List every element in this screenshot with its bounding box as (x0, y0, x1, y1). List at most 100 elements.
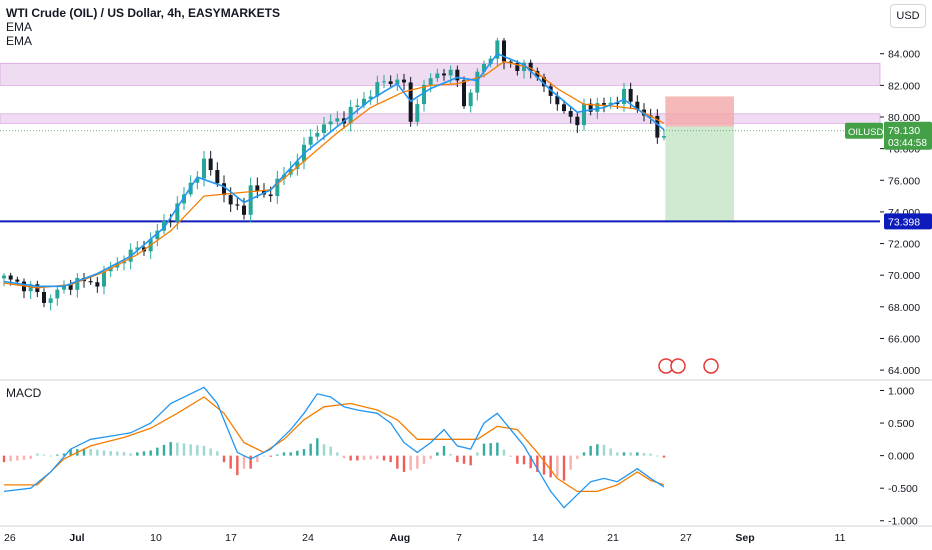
candle (202, 150, 206, 187)
candle-body (235, 204, 240, 206)
candle-body (295, 161, 300, 169)
candle-body (288, 168, 293, 175)
macd-histogram-bar (16, 455, 19, 461)
macd-histogram-bar (642, 453, 646, 456)
macd-histogram-bar (389, 455, 392, 463)
candle-body (55, 289, 60, 299)
candle-body (68, 284, 73, 290)
candle (155, 223, 160, 247)
candle-body (62, 284, 66, 290)
candle-body (8, 275, 13, 280)
macd-histogram-bar (176, 442, 179, 456)
candle (475, 68, 480, 101)
macd-histogram-bar (256, 455, 259, 463)
candle-body (195, 178, 200, 183)
candle-body (395, 79, 400, 84)
macd-histogram-bar (562, 455, 566, 481)
candle (482, 60, 486, 78)
macd-histogram-bar (296, 450, 299, 456)
ema-fast-line (3, 52, 665, 288)
macd-histogram-bar (436, 452, 439, 456)
macd-histogram-bar (529, 455, 532, 469)
macd-histogram-bar (616, 452, 619, 456)
macd-axis-label: 0.500 (888, 418, 914, 430)
macd-histogram-bar (102, 450, 106, 456)
candle-body (448, 69, 453, 76)
macd-histogram-bar (222, 455, 226, 463)
time-axis-label: 10 (150, 532, 162, 544)
macd-histogram-bar (482, 443, 486, 456)
macd-axis-label: -1.000 (888, 516, 918, 528)
candle-body (535, 71, 540, 78)
price-axis-label: 72.000 (888, 239, 920, 251)
macd-histogram-bar (289, 452, 292, 456)
candle (42, 288, 46, 308)
candle-body (575, 116, 580, 126)
macd-histogram-bar (469, 455, 472, 466)
candle (68, 280, 73, 296)
macd-histogram-bar (362, 455, 366, 460)
macd-histogram-bar (89, 449, 92, 456)
candle (382, 75, 386, 89)
price-axis-label: 66.000 (888, 333, 920, 345)
macd-histogram-bar (569, 455, 572, 470)
macd-histogram-bar (516, 455, 519, 464)
macd-histogram-bar (349, 455, 352, 461)
candle (195, 170, 200, 190)
stop-loss-zone (665, 96, 734, 127)
candle-body (415, 104, 420, 122)
candle (222, 175, 226, 203)
candle-body (515, 63, 520, 71)
macd-histogram-bar (429, 455, 432, 459)
macd-histogram-bar (116, 451, 119, 456)
macd-histogram-bar (369, 455, 372, 460)
candle-body (208, 158, 213, 171)
candle-body (155, 230, 160, 240)
candle (402, 73, 406, 91)
macd-histogram-bar (142, 451, 146, 456)
candle (2, 273, 6, 287)
resistance-zone-2 (0, 113, 881, 124)
candle-body (308, 136, 313, 145)
candle (242, 197, 246, 220)
candle (548, 82, 553, 104)
candle-body (548, 86, 553, 96)
candle (375, 75, 380, 105)
macd-indicator-label[interactable]: MACD (6, 386, 42, 400)
macd-histogram-bar (456, 455, 459, 463)
candle (588, 98, 593, 116)
candle (208, 150, 213, 176)
macd-axis-label: 0.000 (888, 451, 914, 463)
candle-body (102, 271, 106, 287)
candle-body (608, 102, 613, 105)
candle (608, 96, 613, 110)
candle-body (602, 103, 606, 105)
macd-histogram-bar (269, 455, 272, 457)
candle-body (75, 277, 80, 290)
macd-histogram-bar (56, 454, 59, 456)
candle-body (455, 69, 460, 81)
candle-body (582, 103, 586, 126)
candle-body (562, 104, 566, 112)
macd-histogram-bar (336, 452, 339, 456)
level-tag-text: 73.398 (888, 216, 920, 228)
candle-body (255, 185, 260, 192)
candle-body (375, 82, 380, 97)
macd-histogram-bar (49, 455, 52, 457)
macd-histogram-bar (442, 445, 446, 456)
price-tag-bg (884, 121, 932, 150)
macd-histogram-bar (496, 442, 499, 456)
currency-button[interactable]: USD (890, 4, 926, 28)
last-price-text: 79.130 (888, 125, 920, 137)
candle (395, 73, 400, 91)
macd-histogram-bar (622, 452, 626, 456)
macd-histogram-bar (649, 453, 652, 456)
candle-body (482, 63, 486, 72)
macd-histogram-bar (636, 452, 639, 456)
ema-indicator-label-2[interactable]: EMA (6, 34, 33, 48)
ema-indicator-label-1[interactable]: EMA (6, 20, 33, 34)
candle-body (48, 298, 53, 303)
candle-body (615, 102, 620, 105)
